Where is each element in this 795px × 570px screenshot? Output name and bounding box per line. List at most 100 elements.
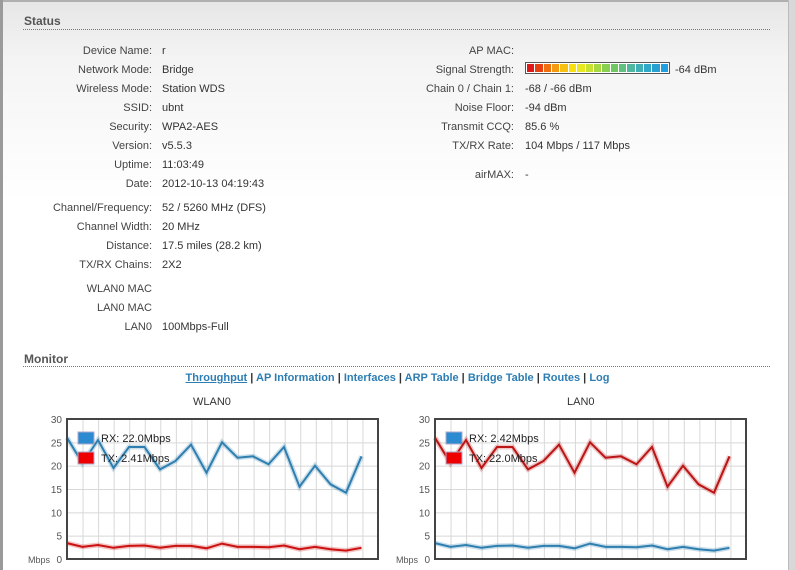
status-row: airMAX: - xyxy=(0,168,795,182)
status-value: 85.6 % xyxy=(525,121,560,133)
legend-label: RX: 2.42Mbps xyxy=(469,433,539,445)
y-tick-label: 10 xyxy=(51,508,63,519)
signal-segment xyxy=(602,64,610,72)
status-label: LAN0 MAC xyxy=(96,302,152,314)
y-tick-label: 30 xyxy=(419,415,431,426)
status-value: 52 / 5260 MHz (DFS) xyxy=(162,202,266,214)
status-row: LAN0 100Mbps-Full xyxy=(0,320,795,334)
left-border xyxy=(0,0,3,570)
status-value: Bridge xyxy=(162,64,194,76)
status-row: TX/RX Chains: 2X2 xyxy=(0,258,795,272)
y-tick-label: 25 xyxy=(419,438,431,449)
status-value: WPA2-AES xyxy=(162,121,219,133)
tab-bridge-table[interactable]: Bridge Table xyxy=(467,372,534,384)
status-row: Signal Strength: -64 dBm xyxy=(0,63,795,77)
monitor-tabs: Throughput | AP Information | Interfaces… xyxy=(0,372,795,384)
y-tick-label: 30 xyxy=(51,415,63,426)
status-label: AP MAC: xyxy=(468,45,514,57)
series-line-0 xyxy=(66,437,363,495)
y-tick-label: 5 xyxy=(424,532,430,543)
status-label: SSID: xyxy=(123,102,152,114)
status-row: Transmit CCQ: 85.6 % xyxy=(0,120,795,134)
status-label: Channel Width: xyxy=(76,221,152,233)
tab-ap-information[interactable]: AP Information xyxy=(256,372,335,384)
link-separator: | xyxy=(533,372,543,384)
status-row: Uptime: 11:03:49 xyxy=(0,158,795,172)
status-value: -64 dBm xyxy=(675,64,717,76)
y-axis-label: Mbps xyxy=(396,555,419,565)
status-row: Noise Floor: -94 dBm xyxy=(0,101,795,115)
signal-segment xyxy=(644,64,652,72)
y-tick-label: 20 xyxy=(419,462,431,473)
status-row: AP MAC: xyxy=(0,44,795,58)
status-value: ubnt xyxy=(162,102,184,114)
status-label: Transmit CCQ: xyxy=(441,121,514,133)
signal-segment xyxy=(610,64,618,72)
status-label: Noise Floor: xyxy=(454,102,514,114)
signal-segment xyxy=(618,64,627,72)
status-value: 100Mbps-Full xyxy=(162,321,229,333)
y-tick-label: 0 xyxy=(56,555,62,566)
signal-segment xyxy=(568,64,577,72)
status-value: 2X2 xyxy=(162,259,182,271)
status-title: Status xyxy=(24,14,61,28)
tab-arp-table[interactable]: ARP Table xyxy=(404,372,459,384)
lan0-chart-title: LAN0 xyxy=(567,396,595,408)
link-separator: | xyxy=(334,372,344,384)
status-label: Chain 0 / Chain 1: xyxy=(425,83,514,95)
wlan0-chart-title: WLAN0 xyxy=(193,396,231,408)
divider xyxy=(23,366,770,367)
status-label: Distance: xyxy=(106,240,152,252)
status-row: Channel/Frequency: 52 / 5260 MHz (DFS) xyxy=(0,201,795,215)
y-tick-label: 0 xyxy=(424,555,430,566)
legend-label: RX: 22.0Mbps xyxy=(101,433,171,445)
signal-strength-bar xyxy=(525,62,670,74)
legend-label: TX: 2.41Mbps xyxy=(101,453,170,465)
status-label: Signal Strength: xyxy=(435,64,514,76)
divider xyxy=(23,29,770,30)
chart-lan0: 0 5 10 15 20 25 30 Mbps RX: 2.42Mbps TX: 22.0Mbps xyxy=(396,415,747,566)
status-row: Distance: 17.5 miles (28.2 km) xyxy=(0,239,795,253)
status-value: 17.5 miles (28.2 km) xyxy=(162,240,262,252)
signal-segment xyxy=(585,64,593,72)
plot-border xyxy=(434,418,747,560)
status-row: Channel Width: 20 MHz xyxy=(0,220,795,234)
series-line-0 xyxy=(434,542,730,552)
status-label: Network Mode: xyxy=(78,64,152,76)
signal-segment xyxy=(560,64,568,72)
status-label: Device Name: xyxy=(82,45,152,57)
status-value: v5.5.3 xyxy=(162,140,192,152)
signal-segment xyxy=(577,64,585,72)
tab-throughput[interactable]: Throughput xyxy=(185,372,248,384)
y-tick-label: 15 xyxy=(419,485,431,496)
top-border xyxy=(0,0,795,2)
status-row: Wireless Mode: Station WDS xyxy=(0,82,795,96)
status-value: -94 dBm xyxy=(525,102,567,114)
status-value: 104 Mbps / 117 Mbps xyxy=(525,140,630,152)
status-label: Version: xyxy=(112,140,152,152)
legend-swatch xyxy=(77,451,95,465)
plot-border xyxy=(66,418,379,560)
status-label: Channel/Frequency: xyxy=(52,202,152,214)
status-label: airMAX: xyxy=(474,169,514,181)
legend-swatch xyxy=(77,431,95,445)
tab-interfaces[interactable]: Interfaces xyxy=(343,372,396,384)
link-separator: | xyxy=(458,372,468,384)
chart-wlan0: 0 5 10 15 20 25 30 Mbps RX: 22.0Mbps TX: 2.41Mbps xyxy=(28,415,379,566)
status-label: TX/RX Rate: xyxy=(452,140,514,152)
tab-routes[interactable]: Routes xyxy=(542,372,581,384)
status-value: -68 / -66 dBm xyxy=(525,83,592,95)
signal-segment xyxy=(593,64,602,72)
status-value: - xyxy=(525,169,529,181)
status-value: 11:03:49 xyxy=(162,159,205,171)
signal-segment xyxy=(535,64,543,72)
link-separator: | xyxy=(580,372,590,384)
status-row: WLAN0 MAC xyxy=(0,282,795,296)
signal-segment xyxy=(543,64,552,72)
status-value: Station WDS xyxy=(162,83,225,95)
signal-segment xyxy=(660,64,669,72)
y-tick-label: 5 xyxy=(56,532,62,543)
status-row: LAN0 MAC xyxy=(0,301,795,315)
scrollbar[interactable] xyxy=(788,0,795,570)
tab-log[interactable]: Log xyxy=(589,372,610,384)
